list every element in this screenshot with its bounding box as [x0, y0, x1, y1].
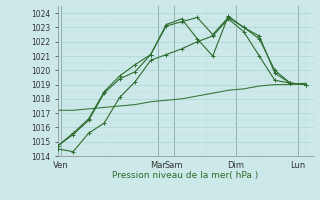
- X-axis label: Pression niveau de la mer( hPa ): Pression niveau de la mer( hPa ): [112, 171, 259, 180]
